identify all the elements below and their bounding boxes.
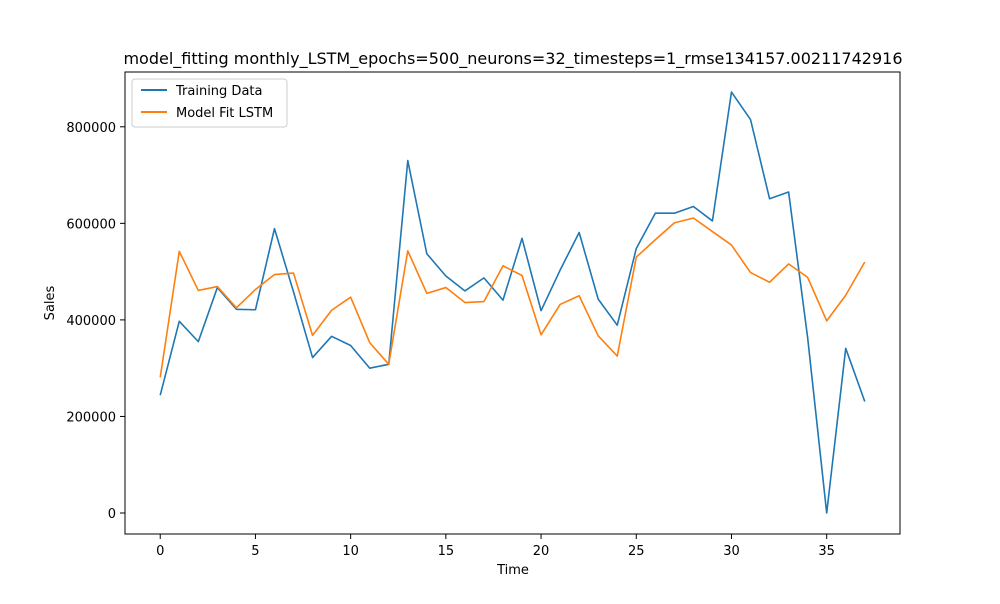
legend-label-training-data: Training Data — [175, 84, 262, 99]
series-lines — [159, 91, 866, 514]
x-axis-label: Time — [496, 563, 529, 578]
x-tick-label: 15 — [438, 544, 455, 559]
y-tick-label: 200000 — [66, 410, 116, 425]
x-axis: 0 5 10 15 20 25 30 35 — [156, 534, 835, 559]
series-line-model-fit-lstm — [159, 217, 866, 378]
y-axis: 0 200000 400000 600000 800000 — [66, 121, 125, 522]
x-tick-label: 10 — [342, 544, 359, 559]
series-line-training-data — [159, 91, 866, 514]
x-tick-label: 25 — [628, 544, 645, 559]
x-tick-label: 35 — [818, 544, 835, 559]
legend: Training Data Model Fit LSTM — [131, 78, 288, 128]
legend-box — [131, 78, 288, 128]
y-tick-label: 800000 — [66, 121, 116, 136]
y-tick-label: 400000 — [66, 314, 116, 329]
y-tick-label: 600000 — [66, 217, 116, 232]
chart-title: model_fitting monthly_LSTM_epochs=500_ne… — [123, 49, 902, 69]
x-tick-label: 20 — [533, 544, 550, 559]
axes-frame — [124, 71, 901, 535]
y-axis-label: Sales — [43, 285, 58, 320]
x-tick-label: 0 — [156, 544, 164, 559]
plot-area: 0 5 10 15 20 25 30 35 0 200000 400000 600000 800000 — [66, 71, 901, 559]
x-tick-label: 5 — [251, 544, 259, 559]
legend-label-model-fit-lstm: Model Fit LSTM — [176, 106, 273, 121]
y-tick-label: 0 — [108, 507, 116, 522]
x-tick-label: 30 — [723, 544, 740, 559]
